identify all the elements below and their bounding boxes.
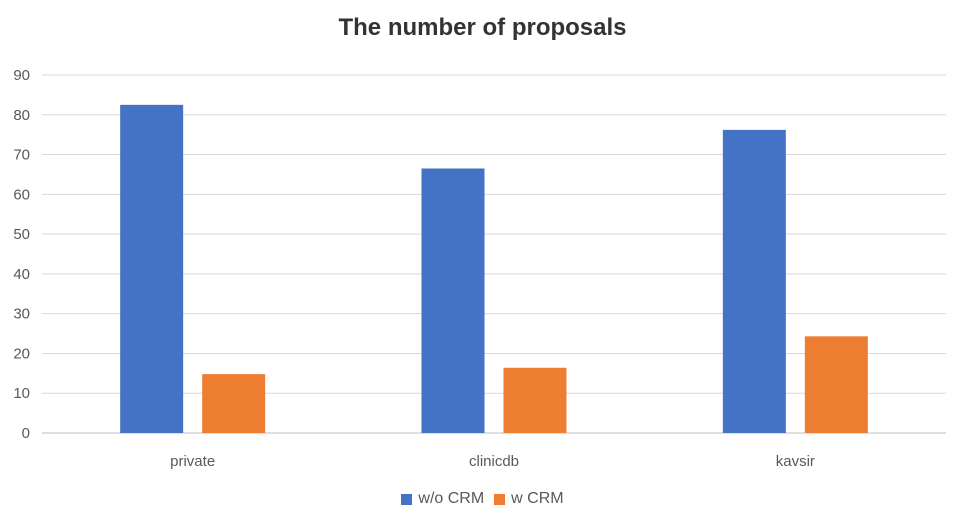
y-tick-label-10: 10: [13, 385, 30, 402]
x-tick-label-private: private: [170, 453, 215, 470]
y-tick-label-90: 90: [13, 67, 30, 84]
bar-kavsir-series-0: [722, 129, 786, 434]
y-tick-label-80: 80: [13, 107, 30, 124]
y-tick-label-30: 30: [13, 306, 30, 323]
legend-swatch-series-0: [401, 493, 413, 505]
legend-label-series-1: w CRM: [511, 490, 564, 507]
y-tick-label-40: 40: [13, 266, 30, 283]
y-tick-label-0: 0: [22, 425, 30, 442]
legend: w/o CRM w CRM: [0, 490, 965, 508]
bar-clinicdb-series-1: [503, 367, 567, 433]
y-tick-label-70: 70: [13, 147, 30, 164]
x-tick-label-kavsir: kavsir: [776, 453, 815, 470]
legend-item-series-1: w CRM: [494, 490, 564, 508]
legend-item-series-0: w/o CRM: [401, 490, 484, 508]
y-tick-label-60: 60: [13, 186, 30, 203]
y-tick-label-50: 50: [13, 226, 30, 243]
bar-private-series-0: [120, 104, 184, 433]
x-tick-label-clinicdb: clinicdb: [469, 453, 519, 470]
y-tick-label-20: 20: [13, 345, 30, 362]
chart-title: The number of proposals: [338, 14, 627, 41]
legend-swatch-series-1: [494, 493, 506, 505]
bar-clinicdb-series-0: [421, 168, 485, 433]
bar-private-series-1: [202, 374, 266, 433]
bar-kavsir-series-1: [804, 336, 868, 433]
legend-label-series-0: w/o CRM: [418, 490, 485, 507]
